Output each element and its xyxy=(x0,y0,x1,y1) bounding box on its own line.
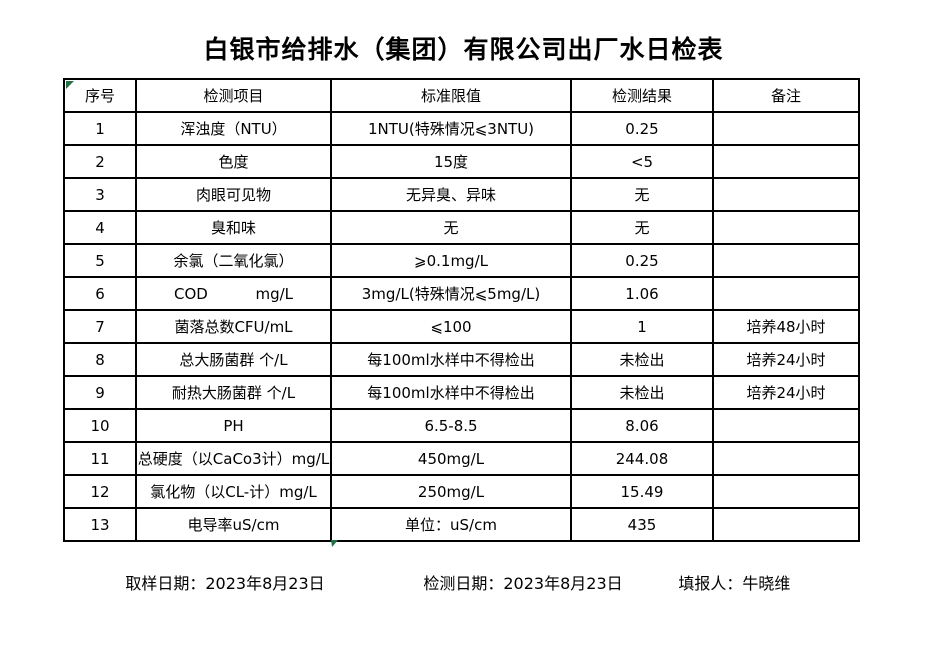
cell-standard-limit: 无 xyxy=(330,210,572,245)
cell-test-item: 余氯（二氧化氯） xyxy=(135,243,332,278)
cell-serial-number: 2 xyxy=(63,144,137,179)
sampling-date-label: 取样日期： xyxy=(125,574,206,593)
cell-serial-number: 13 xyxy=(63,507,137,542)
sampling-date-value: 2023年8月23日 xyxy=(205,574,325,593)
reporter-name: 牛晓维 xyxy=(742,574,791,593)
cell-test-item: 氯化物（以CL-计）mg/L xyxy=(135,474,332,509)
table-header-row: 序号 检测项目 标准限值 检测结果 备注 xyxy=(63,78,860,113)
table-row: 5 余氯（二氧化氯） ⩾0.1mg/L 0.25 xyxy=(63,243,860,278)
cell-standard-limit: 6.5-8.5 xyxy=(330,408,572,443)
cell-remark xyxy=(712,408,860,443)
reporter-label: 填报人： xyxy=(678,574,743,593)
table-row: 12 氯化物（以CL-计）mg/L 250mg/L 15.49 xyxy=(63,474,860,509)
cell-standard-limit: 无异臭、异味 xyxy=(330,177,572,212)
cell-serial-number: 10 xyxy=(63,408,137,443)
cell-standard-limit: ⩽100 xyxy=(330,309,572,344)
table-row: 11 总硬度（以CaCo3计）mg/L 450mg/L 244.08 xyxy=(63,441,860,476)
cell-error-marker-icon xyxy=(66,81,74,89)
sampling-date: 取样日期：2023年8月23日 xyxy=(105,551,325,613)
cell-test-result: 15.49 xyxy=(570,474,714,509)
cell-test-item: 菌落总数CFU/mL xyxy=(135,309,332,344)
cell-test-item: PH xyxy=(135,408,332,443)
cell-test-result: 无 xyxy=(570,177,714,212)
cell-standard-limit: 1NTU(特殊情况⩽3NTU) xyxy=(330,111,572,146)
cell-test-item: 耐热大肠菌群 个/L xyxy=(135,375,332,410)
cell-serial-number: 6 xyxy=(63,276,137,311)
cell-remark xyxy=(712,210,860,245)
cell-test-result: 8.06 xyxy=(570,408,714,443)
cell-test-result: 1.06 xyxy=(570,276,714,311)
cell-serial-number: 3 xyxy=(63,177,137,212)
cell-remark: 培养24小时 xyxy=(712,375,860,410)
table-row: 4 臭和味 无 无 xyxy=(63,210,860,245)
table-row: 10 PH 6.5-8.5 8.06 xyxy=(63,408,860,443)
cell-standard-limit: 每100ml水样中不得检出 xyxy=(330,375,572,410)
cell-test-item: 臭和味 xyxy=(135,210,332,245)
cell-remark xyxy=(712,177,860,212)
cell-test-item: 浑浊度（NTU） xyxy=(135,111,332,146)
header-serial-number: 序号 xyxy=(63,78,137,113)
table-row: 7 菌落总数CFU/mL ⩽100 1 培养48小时 xyxy=(63,309,860,344)
cell-standard-limit: 450mg/L xyxy=(330,441,572,476)
cell-test-result: 无 xyxy=(570,210,714,245)
cell-test-item: 总大肠菌群 个/L xyxy=(135,342,332,377)
cell-remark: 培养24小时 xyxy=(712,342,860,377)
cell-standard-limit: 单位：uS/cm xyxy=(330,507,572,542)
cell-test-item: 总硬度（以CaCo3计）mg/L xyxy=(135,441,332,476)
table-row: 13 电导率uS/cm 单位：uS/cm 435 xyxy=(63,507,860,542)
header-standard-limit: 标准限值 xyxy=(330,78,572,113)
cell-serial-number: 12 xyxy=(63,474,137,509)
cell-remark xyxy=(712,507,860,542)
header-remark: 备注 xyxy=(712,78,860,113)
table-row: 6 COD mg/L 3mg/L(特殊情况⩽5mg/L) 1.06 xyxy=(63,276,860,311)
table-row: 3 肉眼可见物 无异臭、异味 无 xyxy=(63,177,860,212)
testing-date-label: 检测日期： xyxy=(423,574,504,593)
cell-standard-limit: 每100ml水样中不得检出 xyxy=(330,342,572,377)
header-test-item: 检测项目 xyxy=(135,78,332,113)
inspection-table: 序号 检测项目 标准限值 检测结果 备注 1 浑浊度（NTU） 1NTU(特殊情… xyxy=(63,78,860,542)
table-row: 1 浑浊度（NTU） 1NTU(特殊情况⩽3NTU) 0.25 xyxy=(63,111,860,146)
cell-remark xyxy=(712,474,860,509)
cell-test-result: 未检出 xyxy=(570,342,714,377)
cell-test-result: 0.25 xyxy=(570,243,714,278)
cell-test-result: 435 xyxy=(570,507,714,542)
cell-remark: 培养48小时 xyxy=(712,309,860,344)
cell-test-item: 肉眼可见物 xyxy=(135,177,332,212)
cell-error-marker-icon xyxy=(331,540,338,547)
cell-serial-number: 5 xyxy=(63,243,137,278)
reporter: 填报人：牛晓维 xyxy=(658,551,790,613)
table-row: 2 色度 15度 <5 xyxy=(63,144,860,179)
cell-serial-number: 1 xyxy=(63,111,137,146)
testing-date-value: 2023年8月23日 xyxy=(503,574,623,593)
header-test-result: 检测结果 xyxy=(570,78,714,113)
cell-test-result: <5 xyxy=(570,144,714,179)
cell-serial-number: 11 xyxy=(63,441,137,476)
cell-test-item: COD mg/L xyxy=(135,276,332,311)
cell-standard-limit: 15度 xyxy=(330,144,572,179)
cell-remark xyxy=(712,243,860,278)
cell-test-result: 1 xyxy=(570,309,714,344)
cell-remark xyxy=(712,111,860,146)
cell-test-result: 244.08 xyxy=(570,441,714,476)
cell-serial-number: 8 xyxy=(63,342,137,377)
table-row: 9 耐热大肠菌群 个/L 每100ml水样中不得检出 未检出 培养24小时 xyxy=(63,375,860,410)
cell-test-result: 未检出 xyxy=(570,375,714,410)
cell-serial-number: 7 xyxy=(63,309,137,344)
cell-test-result: 0.25 xyxy=(570,111,714,146)
cell-standard-limit: 250mg/L xyxy=(330,474,572,509)
cell-standard-limit: ⩾0.1mg/L xyxy=(330,243,572,278)
cell-test-item: 色度 xyxy=(135,144,332,179)
page-title: 白银市给排水（集团）有限公司出厂水日检表 xyxy=(203,35,724,64)
cell-test-item: 电导率uS/cm xyxy=(135,507,332,542)
cell-remark xyxy=(712,441,860,476)
testing-date: 检测日期：2023年8月23日 xyxy=(403,551,623,613)
table-row: 8 总大肠菌群 个/L 每100ml水样中不得检出 未检出 培养24小时 xyxy=(63,342,860,377)
cell-standard-limit: 3mg/L(特殊情况⩽5mg/L) xyxy=(330,276,572,311)
cell-remark xyxy=(712,144,860,179)
cell-remark xyxy=(712,276,860,311)
cell-serial-number: 4 xyxy=(63,210,137,245)
cell-serial-number: 9 xyxy=(63,375,137,410)
